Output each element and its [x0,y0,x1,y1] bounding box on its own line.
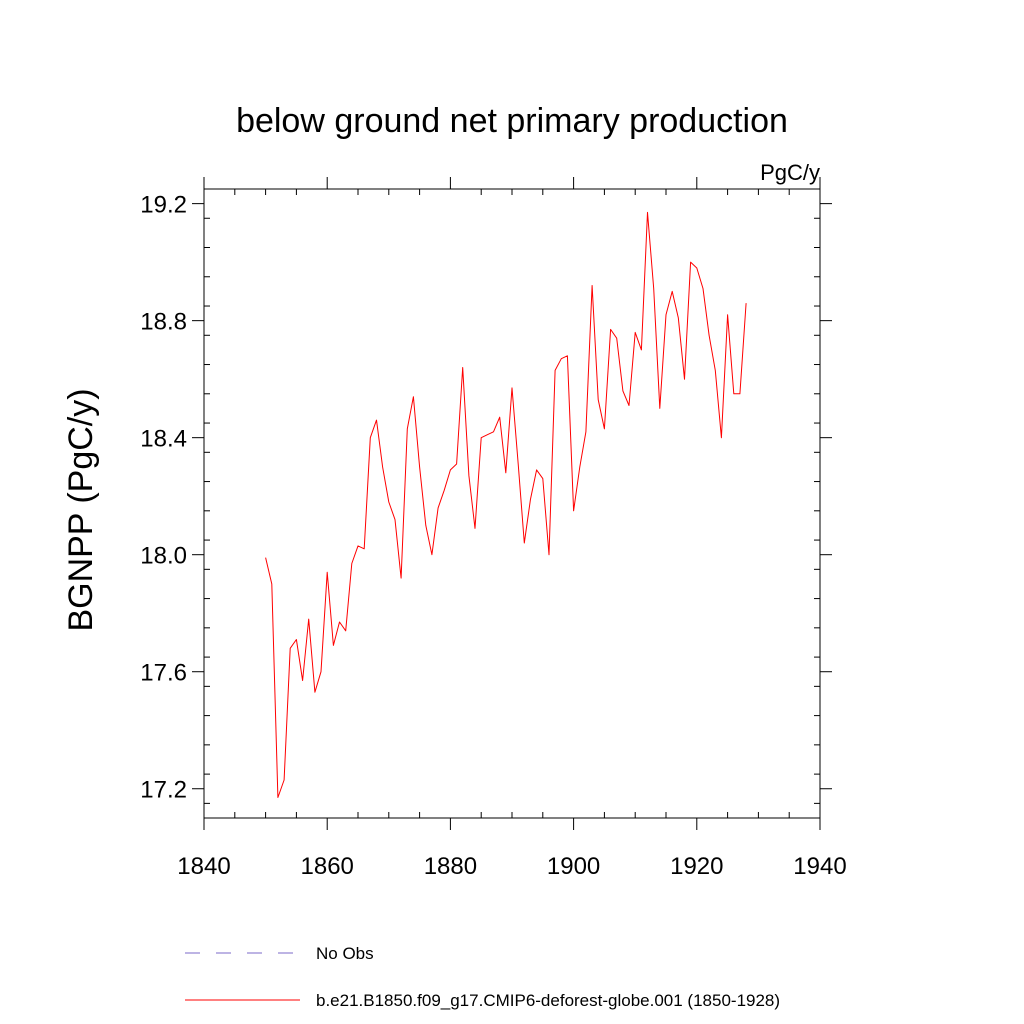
y-axis-label: BGNPP (PgC/y) [62,388,100,631]
x-tick-label: 1840 [177,853,230,880]
x-tick-label: 1920 [670,853,723,880]
y-tick-label: 18.4 [140,426,187,453]
x-tick-label: 1900 [547,853,600,880]
chart-title: below ground net primary production [236,102,788,140]
y-tick-label: 18.8 [140,309,187,336]
x-tick-label: 1860 [301,853,354,880]
series-line-model-run [265,211,747,798]
y-tick-label: 17.2 [140,777,187,804]
x-axis: 1840 1860 1880 1900 1920 1940 [177,177,847,880]
legend-label-no-obs: No Obs [316,944,374,963]
y-tick-label: 17.6 [140,660,187,687]
x-tick-label: 1940 [793,853,846,880]
legend: No Obs b.e21.B1850.f09_g17.CMIP6-defores… [185,944,780,1010]
y-tick-label: 19.2 [140,192,187,219]
units-label: PgC/y [760,160,820,185]
y-tick-label: 18.0 [140,543,187,570]
series-layer [265,211,747,798]
plot-frame [203,188,821,819]
x-tick-label: 1880 [424,853,477,880]
y-axis: 17.2 17.6 18.0 18.4 18.8 19.2 [140,192,832,804]
legend-label-model-run: b.e21.B1850.f09_g17.CMIP6-deforest-globe… [316,991,780,1010]
